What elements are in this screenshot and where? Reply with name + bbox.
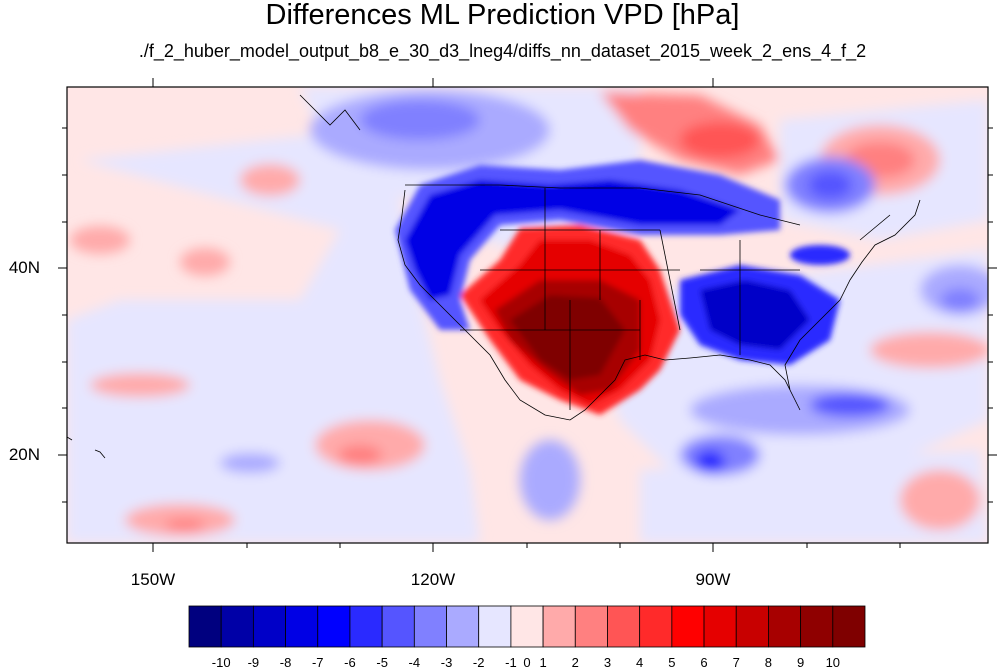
colorbar-swatch	[671, 605, 705, 648]
colorbar-swatch	[574, 605, 608, 648]
colorbar-label: -10	[211, 655, 231, 670]
colorbar-swatch	[607, 605, 641, 648]
colorbar-label: 6	[700, 655, 708, 670]
colorbar-label: -7	[311, 655, 324, 670]
colorbar-label: -5	[376, 655, 388, 670]
plot-title: Differences ML Prediction VPD [hPa]	[265, 0, 740, 31]
colorbar	[188, 605, 866, 648]
lat-label-40n: 40N	[8, 258, 40, 277]
colorbar-label: -8	[279, 655, 292, 670]
colorbar-swatch	[478, 605, 512, 648]
colorbar-swatch	[220, 605, 254, 648]
colorbar-label: -1	[505, 655, 517, 670]
lon-label-150w: 150W	[130, 570, 176, 589]
lon-label-120w: 120W	[410, 570, 456, 589]
plot-subtitle: ./f_2_huber_model_output_b8_e_30_d3_lneg…	[138, 41, 867, 61]
colorbar-swatch	[542, 605, 576, 648]
colorbar-label: -2	[472, 655, 485, 670]
colorbar-swatch	[768, 605, 802, 648]
coastlines	[66, 94, 921, 459]
colorbar-swatch	[285, 605, 319, 648]
colorbar-swatch	[381, 605, 415, 648]
colorbar-swatch	[832, 605, 866, 648]
colorbar-label: 3	[603, 655, 612, 670]
colorbar-label: 7	[732, 655, 740, 670]
colorbar-swatch	[800, 605, 834, 648]
contour-fill	[67, 87, 988, 543]
colorbar-label: -3	[440, 655, 453, 670]
axis-ticks	[58, 78, 997, 552]
colorbar-label: 0	[523, 655, 531, 670]
colorbar-swatch	[252, 605, 286, 648]
colorbar-swatch	[703, 605, 737, 648]
colorbar-label: 2	[571, 655, 579, 670]
colorbar-swatch	[510, 605, 544, 648]
colorbar-swatch	[317, 605, 351, 648]
colorbar-label: -6	[344, 655, 356, 670]
colorbar-label: -9	[247, 655, 260, 670]
colorbar-label: 8	[764, 655, 773, 670]
colorbar-swatch	[349, 605, 383, 648]
colorbar-label: 5	[668, 655, 676, 670]
colorbar-swatch	[735, 605, 769, 648]
lat-label-20n: 20N	[8, 445, 40, 464]
colorbar-swatch	[639, 605, 673, 648]
colorbar-label: 10	[825, 655, 841, 670]
colorbar-label: -4	[408, 655, 421, 670]
colorbar-swatch	[188, 605, 222, 648]
colorbar-swatch	[413, 605, 447, 648]
colorbar-label: 1	[539, 655, 547, 670]
colorbar-label: 9	[796, 655, 805, 670]
colorbar-swatch	[446, 605, 480, 648]
colorbar-label: 4	[636, 655, 644, 670]
lon-label-90w: 90W	[695, 570, 731, 589]
